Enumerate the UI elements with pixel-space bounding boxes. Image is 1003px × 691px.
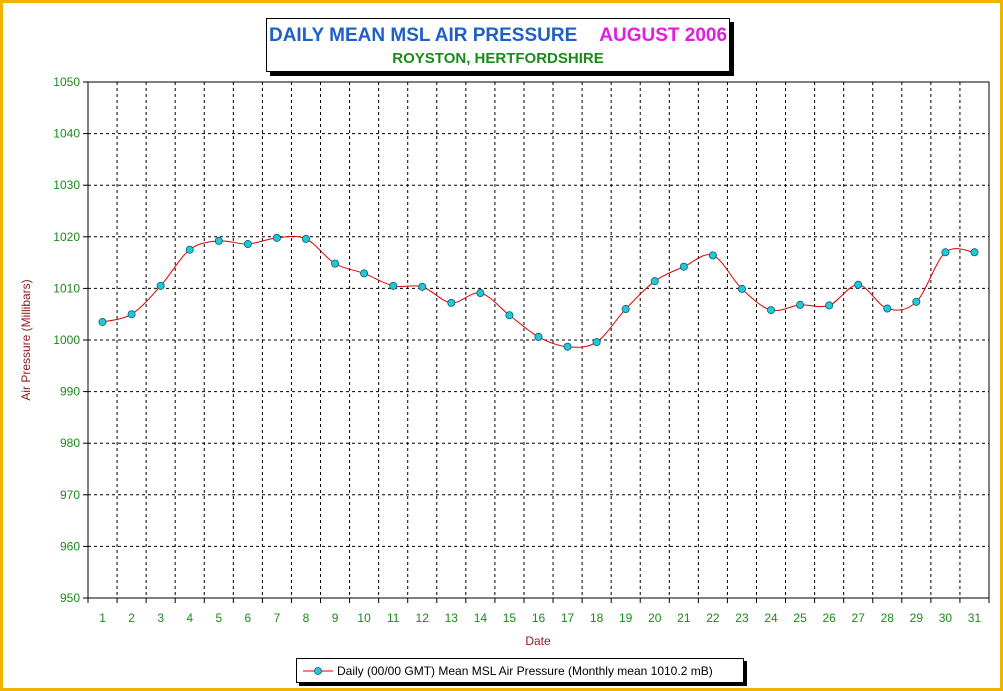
data-point [156, 281, 165, 290]
x-tick-label: 22 [706, 611, 720, 625]
y-tick-label: 1030 [53, 178, 80, 192]
data-point [418, 282, 427, 291]
x-tick-label: 6 [245, 611, 252, 625]
y-tick-label: 1050 [53, 75, 80, 89]
data-point [505, 311, 514, 320]
data-point [621, 305, 630, 314]
x-tick-label: 31 [968, 611, 982, 625]
x-tick-label: 23 [735, 611, 749, 625]
chart-title-line: DAILY MEAN MSL AIR PRESSURE AUGUST 2006 [267, 25, 729, 47]
data-point [360, 269, 369, 278]
y-tick-label: 1020 [53, 230, 80, 244]
x-tick-label: 18 [590, 611, 604, 625]
x-tick-label: 26 [822, 611, 836, 625]
x-tick-label: 10 [357, 611, 371, 625]
data-point [679, 262, 688, 271]
y-tick-label: 990 [60, 385, 80, 399]
legend-label: Daily (00/00 GMT) Mean MSL Air Pressure … [337, 663, 713, 678]
x-tick-label: 2 [128, 611, 135, 625]
data-point [563, 342, 572, 351]
x-tick-label: 7 [274, 611, 281, 625]
data-point [650, 277, 659, 286]
y-tick-label: 970 [60, 488, 80, 502]
y-tick-label: 980 [60, 436, 80, 450]
x-tick-label: 14 [474, 611, 488, 625]
x-tick-label: 28 [881, 611, 895, 625]
data-point [272, 233, 281, 242]
x-axis-tick-labels: 1 2 3 4 5 6 7 8 9 10 11 12 13 14 15 16 17 18 19 20 21 22 23 24 2… [99, 611, 981, 625]
x-tick-label: 24 [764, 611, 778, 625]
data-point [912, 297, 921, 306]
x-tick-label: 30 [939, 611, 953, 625]
y-tick-label: 950 [60, 591, 80, 605]
data-point [534, 332, 543, 341]
data-point [185, 245, 194, 254]
chart-subtitle: ROYSTON, HERTFORDSHIRE [392, 50, 604, 67]
x-tick-label: 11 [387, 611, 400, 625]
grid-lines [88, 82, 989, 598]
y-axis-tick-labels: 950 960 970 980 990 1000 1010 1020 1030 1040 1050 [53, 75, 80, 605]
x-tick-label: 21 [677, 611, 691, 625]
x-tick-label: 1 [99, 611, 106, 625]
data-point [767, 306, 776, 315]
x-tick-label: 3 [157, 611, 164, 625]
data-point [796, 300, 805, 309]
x-tick-label: 12 [416, 611, 430, 625]
data-point [825, 301, 834, 310]
data-point [592, 338, 601, 347]
data-point [98, 317, 107, 326]
y-axis-title: Air Pressure (Millibars) [19, 279, 33, 400]
data-point [243, 240, 252, 249]
data-point [389, 281, 398, 290]
y-tick-label: 960 [60, 539, 80, 553]
data-point [331, 259, 340, 268]
data-point [127, 310, 136, 319]
x-tick-label: 29 [910, 611, 924, 625]
x-tick-label: 4 [186, 611, 193, 625]
x-tick-label: 13 [445, 611, 459, 625]
chart-title-box: DAILY MEAN MSL AIR PRESSURE AUGUST 2006 R… [266, 18, 730, 72]
x-axis-title: Date [525, 634, 551, 648]
axis-ticks [83, 81, 990, 603]
y-tick-label: 1000 [53, 333, 80, 347]
x-tick-label: 5 [215, 611, 222, 625]
y-tick-label: 1040 [53, 127, 80, 141]
x-tick-label: 15 [503, 611, 517, 625]
x-tick-label: 17 [561, 611, 575, 625]
x-tick-label: 25 [793, 611, 807, 625]
legend-line-marker-icon [303, 666, 333, 675]
pressure-series [98, 233, 979, 351]
data-point [708, 251, 717, 260]
x-tick-label: 16 [532, 611, 546, 625]
data-point [854, 280, 863, 289]
x-tick-label: 27 [852, 611, 866, 625]
x-tick-label: 8 [303, 611, 310, 625]
x-tick-label: 9 [332, 611, 339, 625]
data-point [883, 304, 892, 313]
x-tick-label: 19 [619, 611, 633, 625]
chart-title: DAILY MEAN MSL AIR PRESSURE [268, 25, 578, 46]
data-point [476, 289, 485, 298]
y-tick-label: 1010 [53, 281, 80, 295]
chart-legend: Daily (00/00 GMT) Mean MSL Air Pressure … [296, 658, 744, 683]
data-point [941, 248, 950, 257]
data-point [970, 248, 979, 257]
chart-title-month: AUGUST 2006 [599, 25, 728, 46]
data-point [301, 234, 310, 243]
x-tick-label: 20 [648, 611, 662, 625]
data-point [737, 284, 746, 293]
data-point [447, 298, 456, 307]
data-point [214, 236, 223, 245]
